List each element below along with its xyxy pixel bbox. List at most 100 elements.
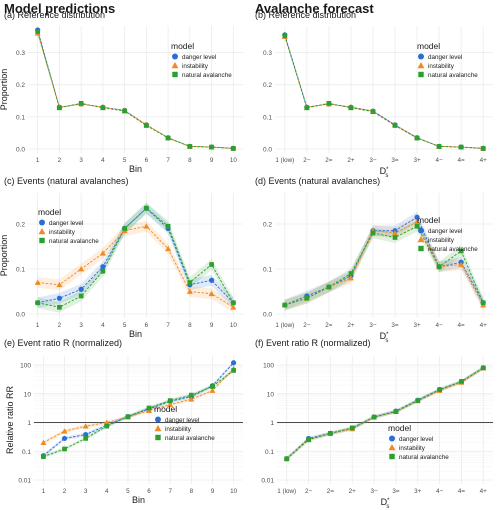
x-tick-label: 4− [436, 157, 444, 164]
x-tick-label: 6 [147, 488, 151, 495]
marker-danger-level [172, 53, 178, 60]
x-tick-label: 5 [123, 322, 127, 329]
marker-natural-avalanche [393, 409, 399, 414]
ci-ribbon-danger-level [284, 211, 484, 311]
marker-natural-avalanche [436, 264, 442, 270]
marker-danger-level [155, 416, 161, 423]
y-tick-label: 0.01 [261, 478, 274, 485]
y-tick-label: 0.2 [263, 82, 272, 89]
y-tick-label: 0.3 [263, 50, 272, 57]
marker-danger-level [83, 432, 89, 438]
x-tick-label: 2 [58, 322, 62, 329]
x-tick-label: 4− [436, 322, 444, 329]
marker-natural-avalanche [418, 245, 424, 252]
x-tick-label: 6 [145, 157, 149, 164]
x-tick-label: 3+ [414, 488, 422, 495]
legend-label: danger level [428, 54, 462, 61]
marker-instability [154, 425, 162, 432]
marker-natural-avalanche [172, 71, 178, 78]
x-tick-label: 10 [230, 157, 238, 164]
y-tick-label: 0.2 [16, 222, 25, 229]
x-tick-label: 3= [392, 488, 400, 495]
marker-danger-level [100, 264, 106, 270]
y-tick-label: 0.0 [16, 147, 25, 154]
x-tick-label: 2+ [349, 488, 357, 495]
marker-natural-avalanche [187, 280, 193, 285]
marker-natural-avalanche [35, 29, 41, 34]
marker-natural-avalanche [146, 405, 152, 411]
marker-instability [103, 419, 110, 425]
plot-area [28, 26, 243, 153]
x-tick-label: 1 [36, 157, 40, 164]
y-tick-label: 1 [270, 420, 274, 427]
x-tick-label: 8 [190, 488, 194, 495]
x-tick-label: 3+ [413, 157, 421, 164]
y-tick-label: 0.1 [263, 267, 272, 274]
marker-natural-avalanche [328, 431, 333, 436]
left-column-title: Model predictions [4, 1, 116, 16]
marker-natural-avalanche [104, 423, 110, 429]
marker-natural-avalanche [326, 284, 332, 290]
legend-label: danger level [428, 228, 462, 235]
marker-natural-avalanche [144, 123, 149, 128]
ci-ribbon-danger-level [37, 202, 234, 309]
chart-panel-e: (e) Event ratio R (normalized) 0.01 0.1 1 10… [4, 338, 243, 505]
marker-natural-avalanche [370, 109, 376, 115]
legend-title: model [417, 215, 440, 225]
x-tick-label: 2+ [347, 157, 355, 164]
y-tick-label: 100 [263, 363, 274, 370]
chart-panel-b: (b) Reference distribution 0.0 0.1 0.2 0.3 1 … [255, 10, 493, 179]
marker-danger-level [39, 219, 45, 226]
legend-title: model [417, 41, 440, 51]
plot-area [277, 356, 493, 484]
x-tick-label: 4+ [480, 157, 488, 164]
marker-natural-avalanche [459, 379, 464, 384]
x-tick-label: 4 [105, 488, 109, 495]
marker-instability [209, 387, 216, 393]
marker-natural-avalanche [458, 144, 464, 150]
marker-natural-avalanche [371, 414, 377, 420]
x-tick-label: 3− [370, 488, 378, 495]
marker-natural-avalanche [392, 123, 398, 128]
legend-label: instability [49, 229, 76, 236]
marker-natural-avalanche [392, 235, 398, 240]
plot-area [275, 193, 493, 318]
series-line-natural-avalanche [286, 367, 484, 460]
marker-danger-level [56, 295, 63, 301]
marker-natural-avalanche [282, 33, 288, 39]
x-tick-label: 7 [166, 157, 170, 164]
legend-label: instability [399, 445, 426, 452]
x-tick-label: 2= [325, 157, 333, 164]
marker-natural-avalanche [480, 300, 486, 306]
chart-panel-c: (c) Events (natural avalanches) 0.0 0.1 0.2… [0, 176, 243, 339]
marker-natural-avalanche [389, 453, 395, 460]
marker-natural-avalanche [304, 295, 310, 301]
x-tick-label: 1 (low) [277, 488, 296, 495]
marker-instability [167, 401, 174, 408]
x-tick-label: 2− [305, 488, 313, 495]
marker-natural-avalanche [349, 425, 355, 431]
marker-natural-avalanche [78, 100, 84, 106]
y-tick-label: 0.2 [263, 222, 272, 229]
ci-ribbon-natural-avalanche [284, 220, 484, 311]
legend-label: danger level [182, 54, 216, 61]
series-line-danger-level [284, 216, 484, 306]
y-tick-label: 0.2 [16, 82, 25, 89]
x-tick-label: 1 [42, 488, 46, 495]
x-tick-label: 4= [458, 322, 466, 329]
marker-natural-avalanche [348, 271, 354, 276]
marker-natural-avalanche [458, 248, 464, 254]
marker-natural-avalanche [41, 454, 46, 459]
ci-ribbon-natural-avalanche [286, 366, 484, 461]
x-tick-label: 4+ [480, 322, 488, 329]
panel-title: (d) Events (natural avalanches) [255, 176, 380, 186]
marker-natural-avalanche [414, 135, 420, 141]
legend-title: model [171, 41, 194, 51]
marker-natural-avalanche [370, 230, 376, 236]
chart-panel-a: (a) Reference distribution 0.0 0.1 0.2 0.3 1 2… [0, 10, 243, 174]
marker-natural-avalanche [231, 368, 236, 373]
y-axis-label: Relative ratio RR [5, 385, 15, 454]
legend-label: natural avalanche [399, 454, 449, 461]
